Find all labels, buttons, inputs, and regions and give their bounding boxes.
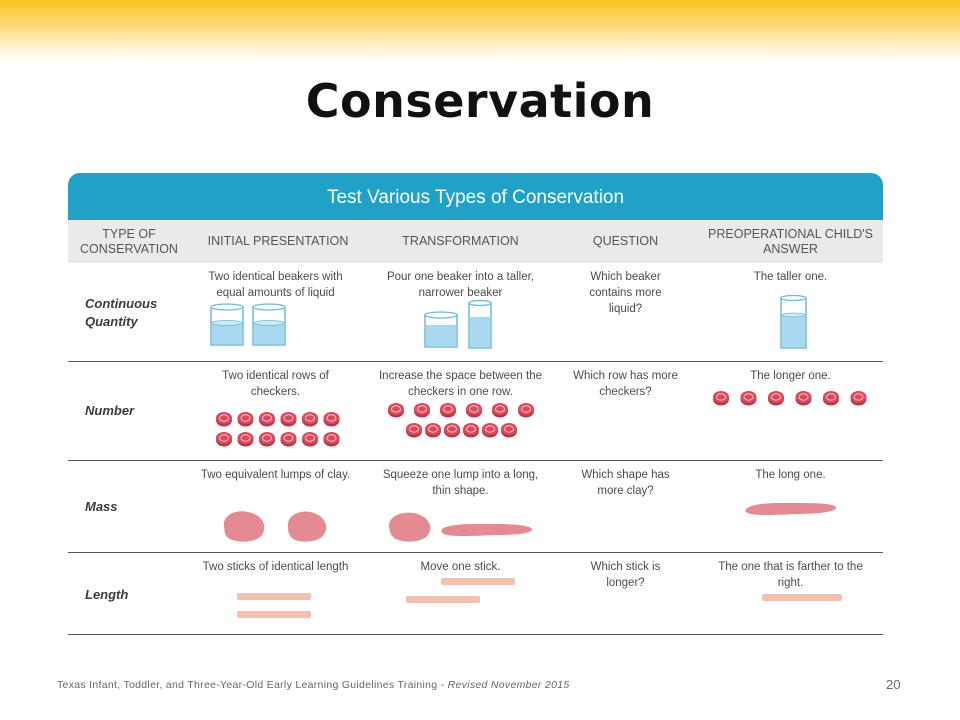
- col-header-type: TYPE OF CONSERVATION: [80, 226, 178, 256]
- checker-piece: [302, 412, 318, 427]
- checker-row-long-icon: [713, 391, 867, 406]
- row-label: Continuous Quantity: [85, 296, 158, 329]
- checker-piece: [388, 403, 404, 418]
- table-row-continuous-quantity: Continuous Quantity Two identical beaker…: [68, 263, 883, 362]
- table-heading: Test Various Types of Conservation: [68, 173, 883, 220]
- page-title: Conservation: [305, 74, 655, 128]
- two-sticks-offset-icon: [406, 578, 515, 603]
- checker-piece: [713, 391, 729, 406]
- cell-question: Which beaker contains more liquid?: [589, 271, 662, 315]
- cell-answer: The taller one.: [753, 271, 828, 283]
- cell-initial: Two identical beakers with equal amounts…: [208, 271, 343, 299]
- cell-transformation: Increase the space between the checkers …: [378, 370, 543, 398]
- clay-lump-and-snake-icon: [388, 512, 533, 542]
- checker-piece: [237, 432, 254, 447]
- cell-initial: Two equivalent lumps of clay.: [200, 469, 351, 481]
- checker-piece: [463, 423, 479, 438]
- footer-title: Texas Infant, Toddler, and Three-Year-Ol…: [57, 679, 448, 691]
- cell-question: Which shape has more clay?: [581, 469, 670, 497]
- cell-transformation: Squeeze one lump into a long, thin shape…: [382, 469, 539, 497]
- cell-question: Which stick is longer?: [590, 561, 661, 589]
- checker-piece: [280, 412, 297, 427]
- checker-piece: [823, 391, 839, 406]
- top-gradient-band: [0, 0, 960, 62]
- checker-piece: [323, 412, 340, 427]
- cell-transformation: Move one stick.: [420, 561, 501, 573]
- checker-piece: [216, 412, 232, 427]
- checker-piece: [492, 403, 508, 418]
- checker-piece: [768, 391, 784, 406]
- checker-rows-icon: [216, 412, 340, 447]
- cell-question: Which row has more checkers?: [573, 370, 678, 398]
- checker-piece: [216, 432, 232, 447]
- col-header-question: QUESTION: [592, 234, 659, 248]
- checker-piece: [425, 423, 441, 438]
- checker-piece: [482, 423, 498, 438]
- checker-piece: [850, 391, 867, 406]
- checker-rows-spaced-icon: [388, 403, 534, 438]
- row-label: Length: [85, 587, 129, 602]
- cell-answer: The long one.: [755, 469, 826, 481]
- cell-answer: The one that is farther to the right.: [718, 561, 863, 589]
- page-number: 20: [886, 677, 901, 692]
- clay-snake-icon: [745, 502, 837, 515]
- table-row-length: Length Two sticks of identical length Mo…: [68, 553, 883, 635]
- cell-initial: Two identical rows of checkers.: [222, 370, 329, 398]
- checker-piece: [323, 432, 340, 447]
- checker-piece: [795, 391, 812, 406]
- beaker-transformation-icon: [424, 299, 492, 349]
- cell-initial: Two sticks of identical length: [202, 561, 349, 573]
- column-header-row: TYPE OF CONSERVATION INITIAL PRESENTATIO…: [68, 220, 883, 263]
- footer-text: Texas Infant, Toddler, and Three-Year-Ol…: [57, 679, 570, 691]
- table-row-mass: Mass Two equivalent lumps of clay. Squee…: [68, 461, 883, 553]
- clay-lumps-icon: [223, 511, 327, 542]
- footer-revised: Revised November 2015: [447, 679, 570, 691]
- checker-piece: [444, 423, 460, 438]
- cell-answer: The longer one.: [750, 370, 831, 382]
- conservation-table: Test Various Types of Conservation TYPE …: [68, 173, 883, 635]
- checker-piece: [280, 432, 297, 447]
- row-label: Number: [85, 403, 135, 418]
- single-stick-icon: [762, 594, 842, 601]
- col-header-transformation: TRANSFORMATION: [402, 234, 519, 248]
- checker-piece: [302, 432, 318, 447]
- checker-piece: [414, 403, 430, 418]
- two-beakers-icon: [210, 303, 286, 346]
- checker-piece: [518, 403, 534, 418]
- checker-piece: [259, 412, 275, 427]
- col-header-initial: INITIAL PRESENTATION: [207, 234, 349, 248]
- checker-piece: [237, 412, 254, 427]
- checker-piece: [259, 432, 275, 447]
- cell-transformation: Pour one beaker into a taller, narrower …: [386, 271, 535, 299]
- checker-piece: [501, 423, 517, 438]
- tall-beaker-icon: [780, 294, 807, 349]
- checker-piece: [440, 403, 456, 418]
- two-sticks-aligned-icon: [237, 593, 311, 618]
- checker-piece: [466, 403, 482, 418]
- checker-piece: [740, 391, 757, 406]
- col-header-answer: PREOPERATIONAL CHILD'S ANSWER: [708, 226, 873, 256]
- table-row-number: Number Two identical rows of checkers. I…: [68, 362, 883, 461]
- row-label: Mass: [85, 499, 118, 514]
- checker-piece: [406, 423, 422, 438]
